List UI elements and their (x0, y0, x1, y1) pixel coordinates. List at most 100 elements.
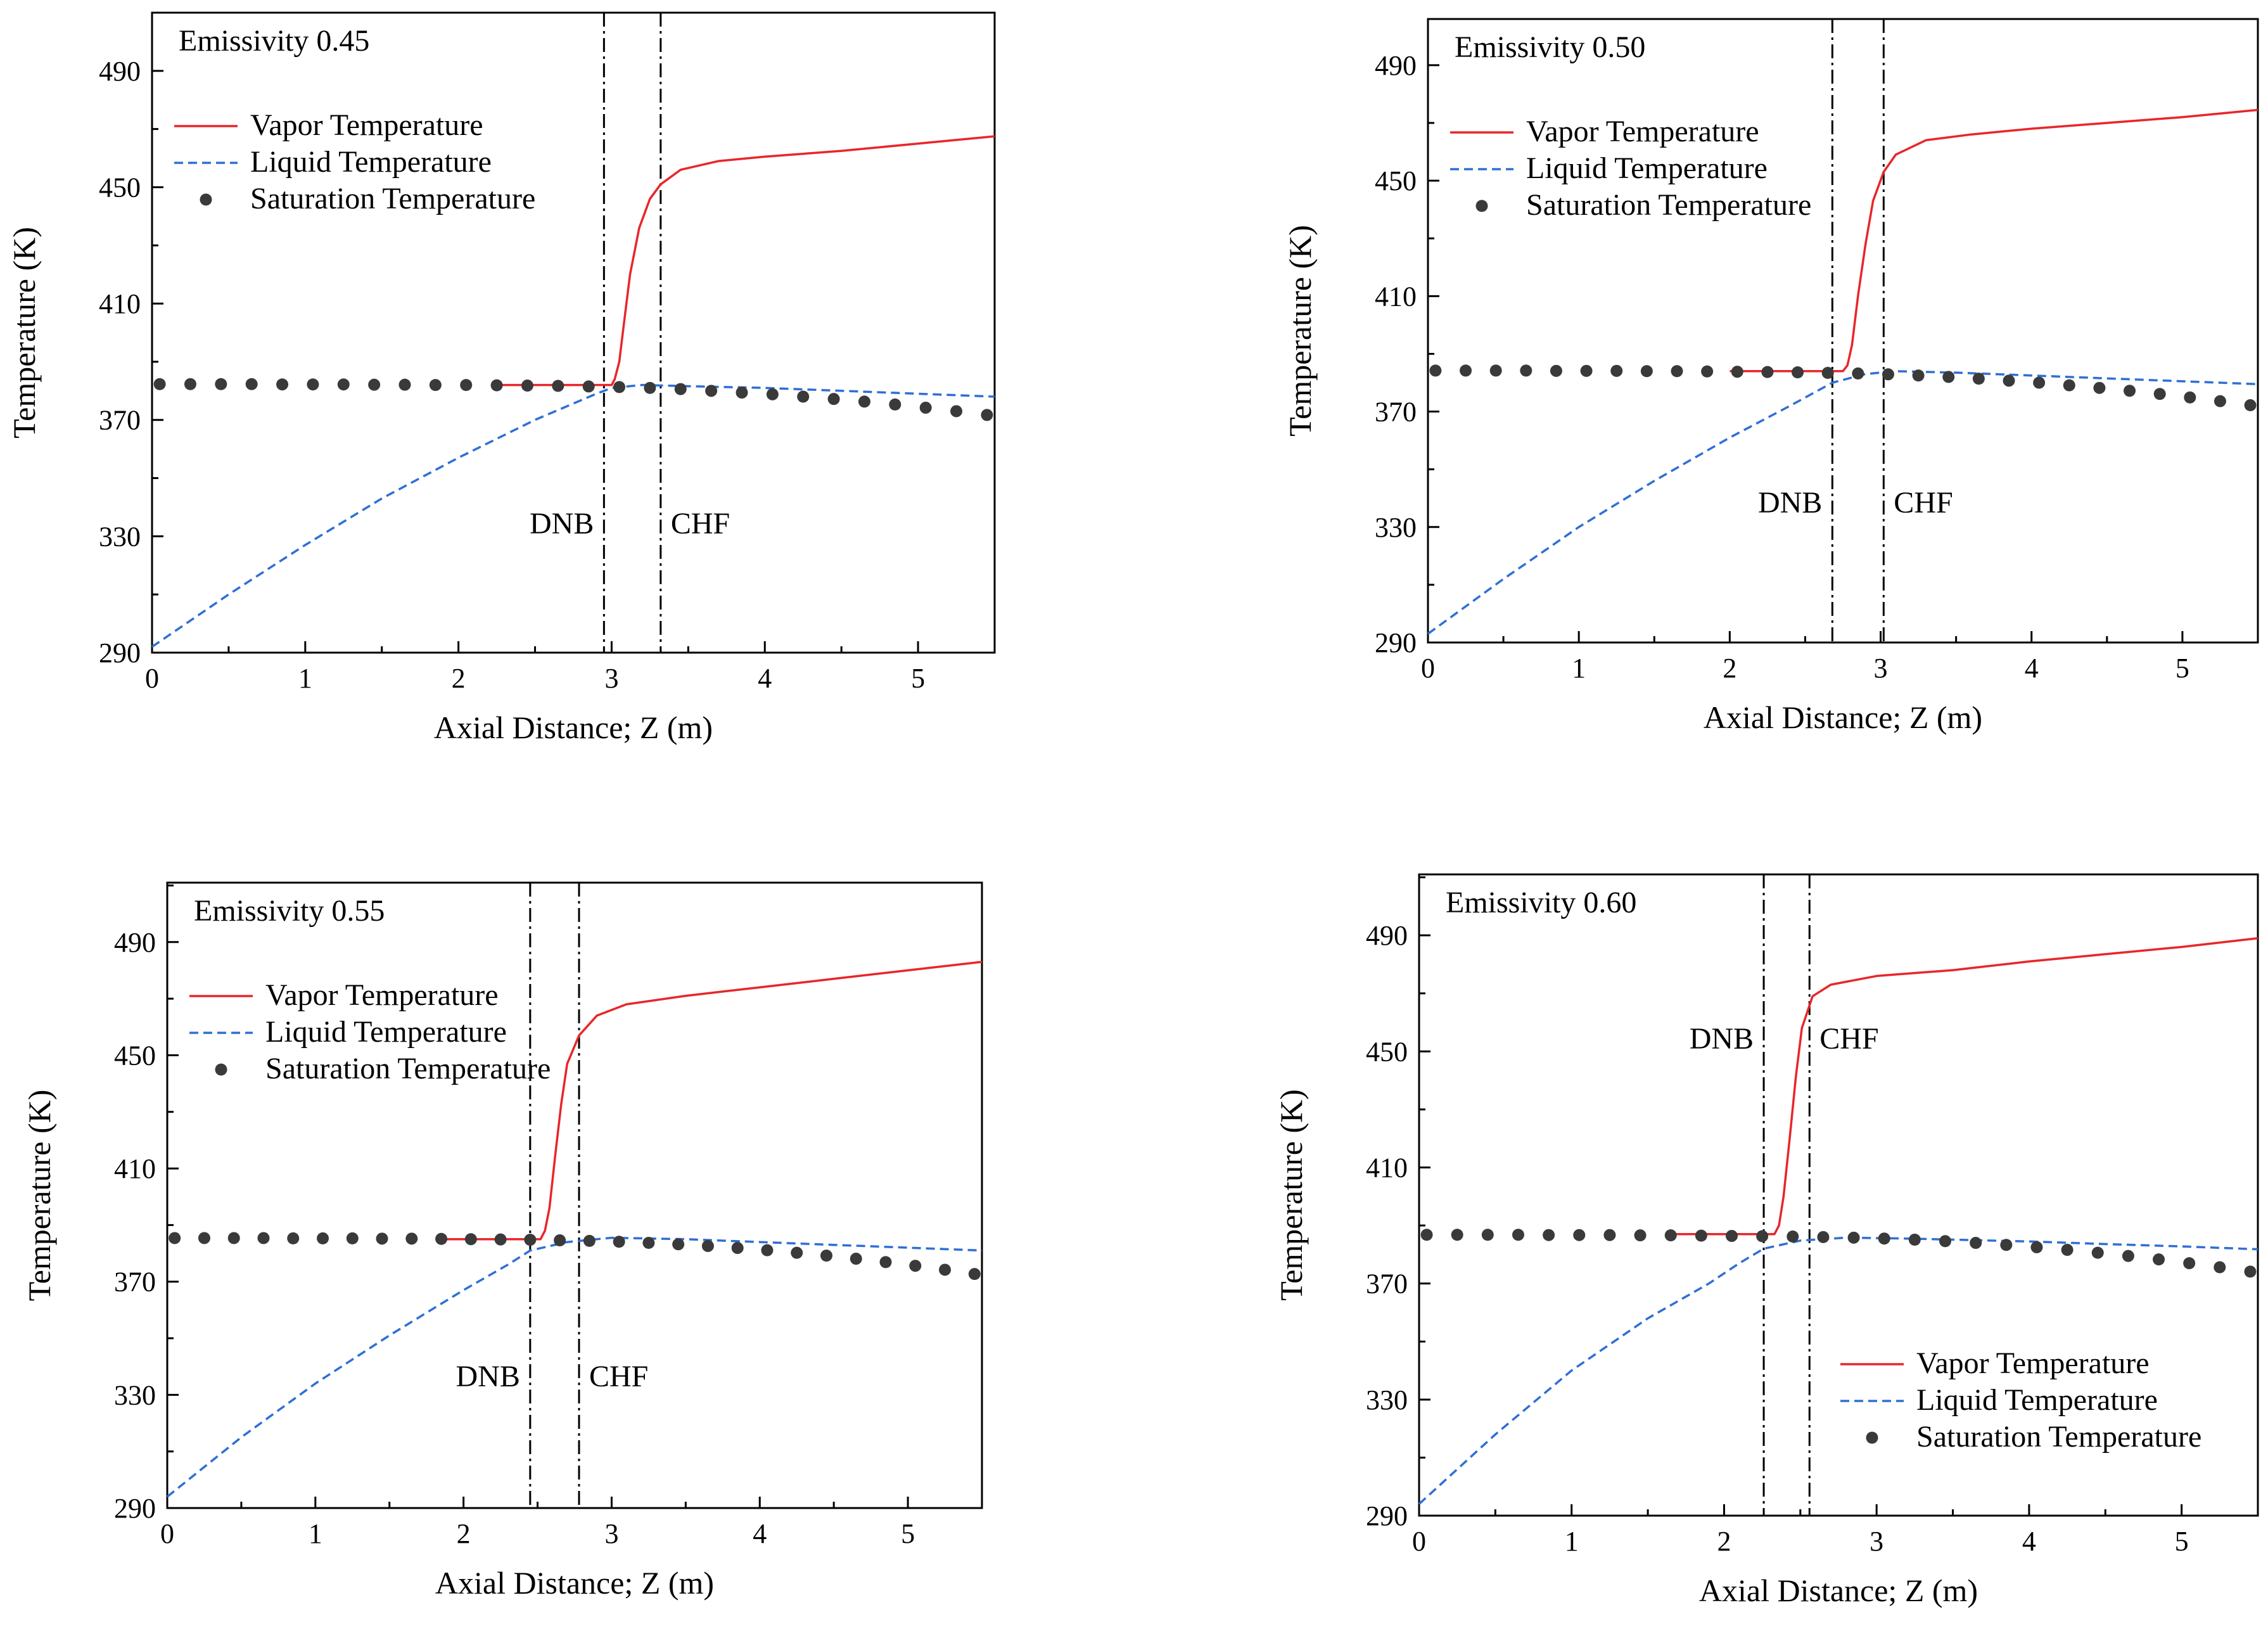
x-tick-label: 4 (758, 663, 772, 694)
annotation-chf: CHF (1894, 486, 1953, 520)
saturation-point (791, 1246, 803, 1259)
x-tick-label: 3 (1870, 1526, 1883, 1557)
x-tick-label: 2 (1723, 653, 1736, 684)
saturation-point (613, 381, 626, 393)
vapor-line (1730, 108, 2258, 373)
x-axis-title: Axial Distance; Z (m) (1704, 700, 1982, 735)
saturation-point (2214, 395, 2226, 407)
saturation-point (672, 1238, 685, 1251)
saturation-point (376, 1232, 388, 1245)
saturation-point (1640, 365, 1653, 378)
saturation-point (2061, 1244, 2074, 1256)
saturation-point (287, 1232, 300, 1244)
legend-label: Saturation Temperature (1916, 1420, 2201, 1454)
saturation-point (2000, 1239, 2013, 1251)
y-tick-label: 450 (114, 1040, 156, 1071)
y-tick-label: 370 (1366, 1269, 1408, 1300)
x-tick-label: 0 (1412, 1526, 1426, 1557)
saturation-point (257, 1232, 270, 1244)
saturation-point (1761, 366, 1774, 378)
panel-label: Emissivity 0.45 (179, 24, 369, 58)
saturation-point (184, 378, 196, 390)
saturation-point (761, 1244, 774, 1256)
x-tick-label: 4 (753, 1518, 767, 1549)
saturation-point (1610, 364, 1623, 377)
liquid-line (151, 383, 995, 648)
saturation-point (346, 1232, 359, 1244)
saturation-point (1792, 366, 1804, 379)
x-tick-label: 2 (452, 663, 466, 694)
y-tick-label: 490 (114, 927, 156, 958)
chart-panel-1: 0 1 2 3 4 5 290 330 370 410 450 490 Axial Distance; … (6, 11, 996, 745)
saturation-point (1429, 364, 1442, 377)
saturation-point (1821, 367, 1834, 380)
saturation-point (1817, 1231, 1830, 1243)
legend-label: Saturation Temperature (250, 182, 535, 215)
x-tick-label: 1 (1572, 653, 1586, 684)
saturation-point (797, 390, 810, 403)
saturation-point (731, 1242, 744, 1255)
x-tick-label: 4 (2025, 653, 2039, 684)
saturation-point (169, 1232, 181, 1244)
plot-frame (151, 11, 996, 654)
saturation-point (850, 1253, 862, 1265)
y-tick-label: 290 (1375, 627, 1417, 658)
x-axis-title: Axial Distance; Z (m) (434, 710, 713, 745)
saturation-point (227, 1232, 240, 1244)
panel-label: Emissivity 0.60 (1446, 886, 1636, 919)
chart-panel-3: 0 1 2 3 4 5 290 330 370 410 450 490 Axial Distance; … (22, 881, 983, 1601)
saturation-point (317, 1232, 329, 1244)
saturation-point (2122, 1250, 2134, 1262)
y-tick-label: 370 (114, 1267, 156, 1298)
saturation-point (464, 1233, 477, 1246)
y-tick-label: 450 (1375, 165, 1417, 196)
saturation-point (766, 388, 779, 400)
legend-label: Vapor Temperature (1526, 115, 1759, 148)
y-tick-label: 290 (99, 637, 141, 668)
x-tick-label: 3 (604, 1518, 618, 1549)
saturation-point (701, 1239, 714, 1252)
saturation-point (1970, 1237, 1982, 1250)
saturation-point (1634, 1229, 1647, 1242)
liquid-line (1418, 1236, 2258, 1505)
saturation-point (1942, 371, 1955, 383)
saturation-point (1512, 1229, 1524, 1241)
saturation-point (613, 1236, 625, 1248)
saturation-point (674, 383, 687, 395)
saturation-point (2214, 1261, 2226, 1274)
plot-frame (1427, 18, 2259, 644)
legend-label: Vapor Temperature (265, 978, 499, 1012)
saturation-point (368, 378, 381, 391)
vapor-line (441, 961, 983, 1241)
plot-frame (1418, 873, 2259, 1517)
saturation-point (398, 378, 411, 391)
legend-label: Vapor Temperature (1916, 1346, 2150, 1380)
x-tick-label: 1 (1565, 1526, 1579, 1557)
y-tick-label: 490 (99, 56, 141, 87)
y-tick-label: 410 (99, 288, 141, 319)
saturation-point (2033, 376, 2046, 389)
vapor-line (1671, 937, 2258, 1236)
saturation-point (1908, 1234, 1921, 1246)
saturation-point (2153, 388, 2166, 400)
saturation-point (1731, 366, 1743, 378)
saturation-point (2153, 1253, 2165, 1266)
saturation-point (939, 1263, 952, 1276)
saturation-point (919, 401, 932, 414)
saturation-point (1756, 1230, 1769, 1243)
saturation-point (1460, 364, 1472, 377)
x-axis-title: Axial Distance; Z (m) (1699, 1573, 1978, 1608)
legend-label: Liquid Temperature (250, 145, 492, 179)
saturation-point (460, 379, 473, 392)
saturation-point (2244, 399, 2257, 412)
annotation-chf: CHF (589, 1360, 648, 1393)
saturation-point (2093, 381, 2106, 394)
saturation-point (1664, 1229, 1677, 1242)
saturation-point (1573, 1229, 1586, 1241)
saturation-point (307, 378, 319, 391)
y-tick-label: 410 (114, 1153, 156, 1184)
